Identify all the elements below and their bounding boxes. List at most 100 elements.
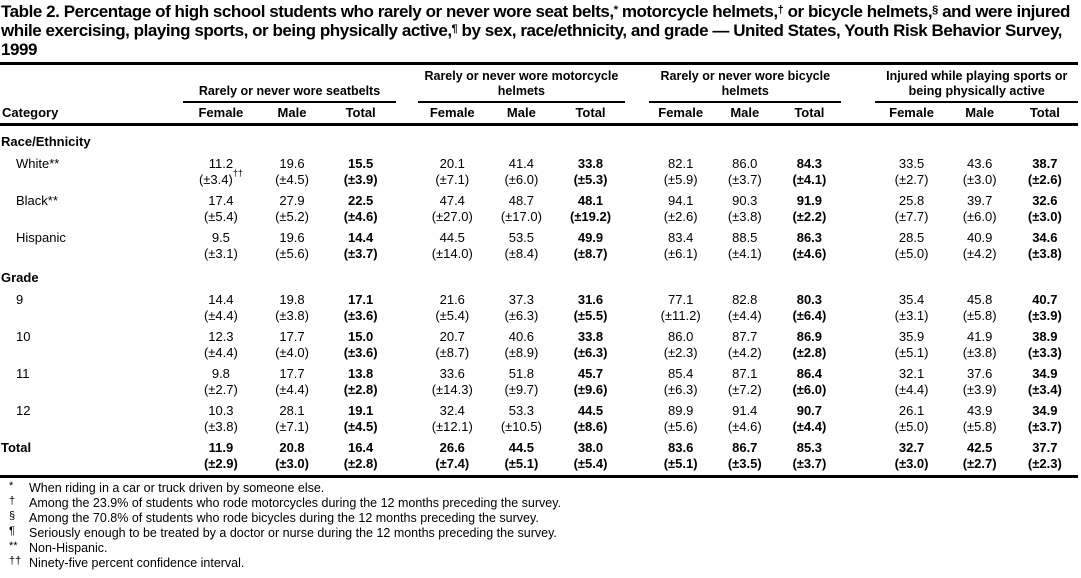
ci-cell: (±2.6) xyxy=(663,209,698,225)
title-footnote-marker: ¶ xyxy=(451,23,458,36)
ci-cell: (±3.6) xyxy=(343,345,378,361)
ci-cell: (±3.1) xyxy=(203,246,238,262)
table-row-ci-total: (±2.9) (±3.0) (±2.8) (±7.4) (±5.1) (±5.4) (±5.… xyxy=(0,456,1078,479)
table-header: Category Rarely or never wore seatbelts … xyxy=(0,62,1078,127)
value-cell: 77.1 xyxy=(668,292,694,308)
value-cell: 82.1 xyxy=(668,156,694,172)
ci-cell: (±27.0) xyxy=(431,209,473,225)
ci-cell: (±3.8) xyxy=(203,419,238,435)
ci-cell: (±2.7) xyxy=(203,382,238,398)
value-cell: 90.7 xyxy=(796,403,823,419)
ci-cell: (±2.8) xyxy=(792,345,827,361)
col-header-male-group1: Male xyxy=(258,102,326,127)
ci-cell: (±17.0) xyxy=(500,209,542,225)
ci-cell: (±3.9) xyxy=(343,172,378,188)
column-spacer xyxy=(625,188,649,209)
ci-cell: (±4.4) xyxy=(275,382,309,398)
column-spacer xyxy=(841,188,875,209)
value-cell: 10.3 xyxy=(208,403,234,419)
ci-cell: (±7.4) xyxy=(417,456,487,479)
table-row-values-total: Total 11.9 20.8 16.4 26.6 44.5 38.0 83.6 86.7 85.… xyxy=(0,435,1078,456)
column-spacer xyxy=(625,246,649,262)
value-cell: 44.5 xyxy=(508,440,535,456)
ci-cell: (±11.2) xyxy=(660,308,701,324)
ci-cell: (±4.5) xyxy=(275,172,309,188)
column-spacer xyxy=(841,225,875,246)
row-label-empty xyxy=(0,345,183,361)
value-cell: 15.5 xyxy=(347,156,374,172)
ci-cell: (±8.7) xyxy=(435,345,470,361)
row-label-empty xyxy=(0,419,183,435)
column-spacer xyxy=(396,361,418,382)
ci-cell: (±5.6) xyxy=(275,246,309,262)
column-spacer xyxy=(625,382,649,398)
value-cell: 15.0 xyxy=(347,329,374,345)
table-title: Table 2. Percentage of high school stude… xyxy=(0,0,1081,59)
section-header-race-ethnicity: Race/Ethnicity xyxy=(1,134,91,150)
ci-cell: (±8.6) xyxy=(573,419,608,435)
ci-cell: (±6.0) xyxy=(962,209,997,225)
ci-cell: (±4.5) xyxy=(343,419,378,435)
value-cell: 41.4 xyxy=(508,156,535,172)
column-spacer xyxy=(625,209,649,225)
value-cell: 25.8 xyxy=(898,193,925,209)
footnote-marker: † xyxy=(9,495,16,508)
column-spacer xyxy=(396,382,418,398)
value-cell: 34.6 xyxy=(1032,230,1058,246)
value-cell: 16.4 xyxy=(347,440,374,456)
value-cell: 91.4 xyxy=(732,403,758,419)
value-cell: 17.4 xyxy=(208,193,234,209)
ci-cell: (±8.9) xyxy=(504,345,539,361)
column-spacer xyxy=(396,188,418,209)
group-header-seatbelts: Rarely or never wore seatbelts xyxy=(183,62,396,104)
value-cell: 43.6 xyxy=(967,156,993,172)
col-header-male-group2: Male xyxy=(486,102,556,127)
footnote-star: * When riding in a car or truck driven by… xyxy=(0,480,1081,496)
value-cell: 90.3 xyxy=(732,193,758,209)
row-label-hispanic: Hispanic xyxy=(16,230,66,246)
value-cell: 89.9 xyxy=(668,403,694,419)
row-label-empty xyxy=(0,246,183,262)
ci-cell: (±9.7) xyxy=(504,382,539,398)
value-cell: 43.9 xyxy=(967,403,993,419)
column-spacer xyxy=(625,419,649,435)
footnote-section: § Among the 70.8% of students who rode bi… xyxy=(0,510,1081,526)
value-cell: 14.4 xyxy=(347,230,374,246)
ci-cell: (±4.2) xyxy=(962,246,997,262)
table-row-values-9: 9 14.4 19.8 17.1 21.6 37.3 31.6 77.1 82.8 80.3 35.… xyxy=(0,287,1078,308)
ci-cell: (±6.3) xyxy=(663,382,698,398)
ci-cell: (±3.3) xyxy=(1027,345,1062,361)
value-cell: 41.9 xyxy=(967,329,993,345)
title-text: Table 2. Percentage of high school stude… xyxy=(1,2,614,21)
ci-cell: (±5.9) xyxy=(663,172,698,188)
value-cell: 26.1 xyxy=(898,403,925,419)
value-cell: 45.8 xyxy=(967,292,993,308)
value-cell: 94.1 xyxy=(668,193,694,209)
column-spacer xyxy=(396,419,418,435)
ci-cell: (±8.4) xyxy=(504,246,539,262)
title-text: motorcycle helmets, xyxy=(617,2,778,21)
value-cell: 39.7 xyxy=(967,193,993,209)
footnotes: * When riding in a car or truck driven by… xyxy=(0,480,1081,571)
column-spacer xyxy=(841,345,875,361)
column-spacer xyxy=(396,209,418,225)
value-cell: 22.5 xyxy=(347,193,374,209)
column-spacer xyxy=(841,456,876,479)
column-spacer xyxy=(396,324,418,345)
ci-cell: (±4.1) xyxy=(727,246,762,262)
ci-cell: (±4.6) xyxy=(792,246,827,262)
column-spacer xyxy=(396,398,418,419)
ci-cell: (±3.1) xyxy=(894,308,929,324)
value-cell: 34.9 xyxy=(1032,366,1058,382)
ci-cell: (±14.3) xyxy=(431,382,473,398)
value-cell: 83.4 xyxy=(668,230,694,246)
column-spacer xyxy=(396,345,418,361)
column-spacer xyxy=(625,225,649,246)
value-cell: 9.5 xyxy=(211,230,230,246)
ci-cell: (±5.4) xyxy=(435,308,470,324)
value-cell: 40.6 xyxy=(508,329,535,345)
value-cell: 17.7 xyxy=(279,366,305,382)
group-header-bicycle-helmets: Rarely or never wore bicycle helmets xyxy=(649,62,842,104)
col-header-total-group4: Total xyxy=(1011,102,1078,127)
title-text: and were injured while exercising, playi… xyxy=(1,2,1070,41)
